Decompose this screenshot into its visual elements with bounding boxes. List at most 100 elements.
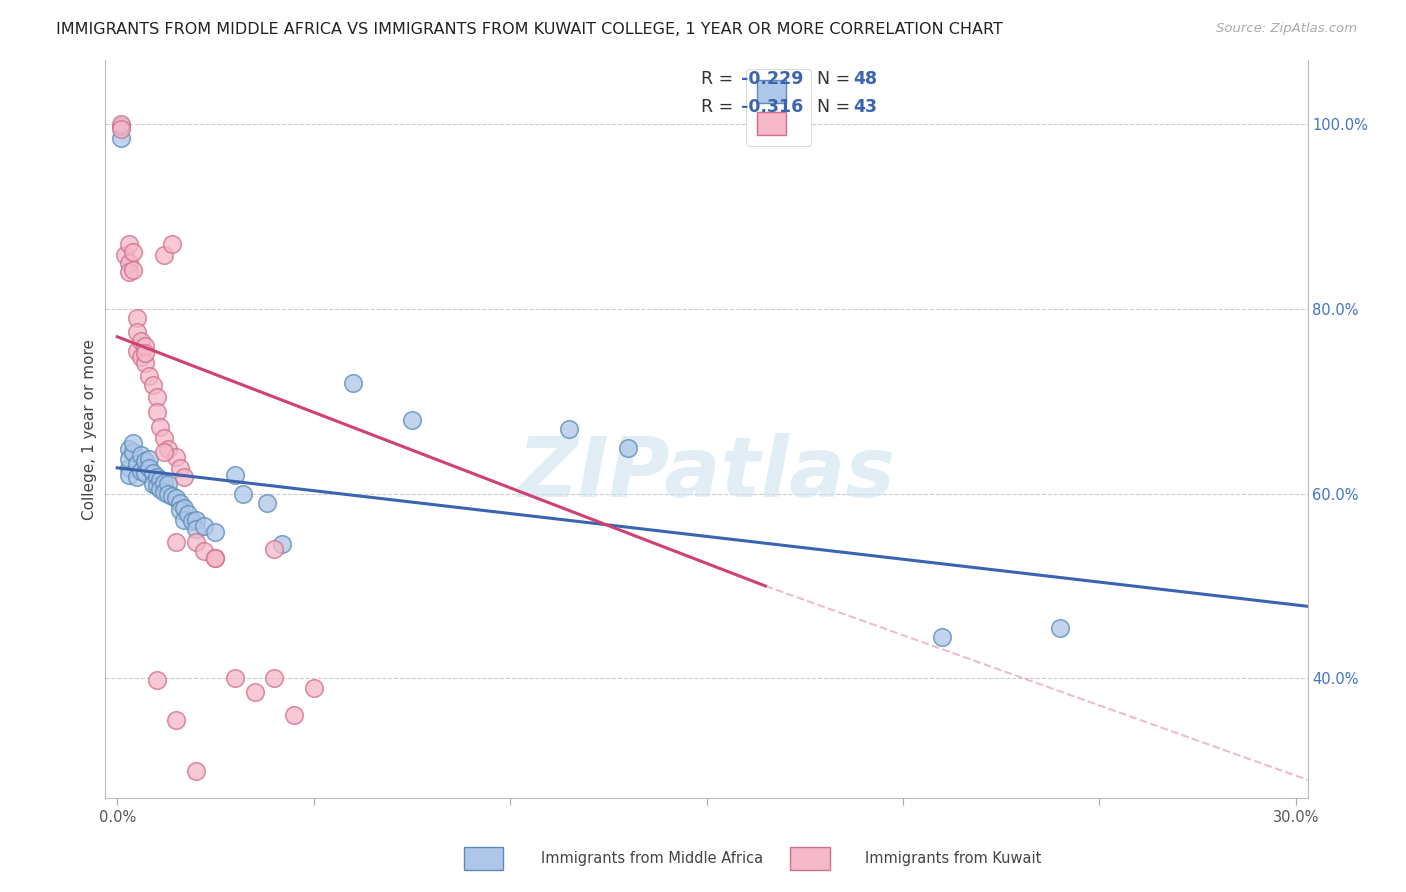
Point bbox=[145, 470, 167, 484]
Point bbox=[1049, 621, 1071, 635]
Point bbox=[256, 496, 278, 510]
Point bbox=[162, 489, 183, 503]
Point bbox=[169, 496, 191, 510]
Point bbox=[118, 468, 141, 483]
Point bbox=[149, 482, 172, 496]
Point bbox=[153, 248, 176, 262]
Point bbox=[125, 325, 148, 339]
Point bbox=[263, 542, 285, 557]
Point bbox=[134, 355, 156, 369]
Point bbox=[134, 346, 156, 360]
Point bbox=[184, 534, 207, 549]
Point bbox=[122, 445, 145, 459]
Point bbox=[165, 491, 187, 506]
Point bbox=[122, 263, 145, 277]
Text: N =: N = bbox=[817, 70, 855, 88]
Point bbox=[129, 464, 152, 478]
Point bbox=[134, 339, 156, 353]
Point bbox=[118, 451, 141, 466]
Point bbox=[243, 685, 266, 699]
Point bbox=[142, 377, 165, 392]
Point bbox=[173, 470, 195, 484]
Text: IMMIGRANTS FROM MIDDLE AFRICA VS IMMIGRANTS FROM KUWAIT COLLEGE, 1 YEAR OR MORE : IMMIGRANTS FROM MIDDLE AFRICA VS IMMIGRA… bbox=[56, 22, 1002, 37]
Point bbox=[145, 479, 167, 493]
Point bbox=[125, 311, 148, 326]
Point bbox=[134, 454, 156, 468]
Point bbox=[180, 514, 202, 528]
Point bbox=[145, 405, 167, 419]
Point bbox=[283, 708, 305, 723]
Point bbox=[153, 431, 176, 445]
Point bbox=[118, 265, 141, 279]
Point bbox=[184, 512, 207, 526]
Text: R =: R = bbox=[702, 98, 740, 116]
Text: Immigrants from Kuwait: Immigrants from Kuwait bbox=[865, 851, 1040, 865]
Point bbox=[232, 486, 254, 500]
Point bbox=[169, 503, 191, 517]
Text: -0.316: -0.316 bbox=[741, 98, 803, 116]
Point bbox=[271, 537, 294, 551]
Point bbox=[263, 671, 285, 685]
Point bbox=[118, 256, 141, 270]
Point bbox=[204, 551, 226, 566]
Point bbox=[125, 457, 148, 471]
Point bbox=[204, 525, 226, 540]
Point bbox=[134, 467, 156, 481]
Point bbox=[342, 376, 364, 390]
Point bbox=[558, 422, 581, 436]
Point bbox=[129, 334, 152, 349]
Point bbox=[125, 470, 148, 484]
Point bbox=[157, 477, 180, 491]
Point bbox=[153, 484, 176, 499]
Point bbox=[118, 460, 141, 475]
Point bbox=[138, 368, 160, 383]
Text: N =: N = bbox=[817, 98, 855, 116]
Point bbox=[193, 544, 215, 558]
Point bbox=[145, 390, 167, 404]
Text: -0.229: -0.229 bbox=[741, 70, 803, 88]
Point bbox=[173, 500, 195, 515]
Legend: , : , bbox=[747, 69, 811, 146]
Text: 48: 48 bbox=[853, 70, 877, 88]
Point bbox=[617, 441, 640, 455]
Point bbox=[165, 713, 187, 727]
Point bbox=[204, 551, 226, 566]
Point bbox=[125, 343, 148, 358]
Point bbox=[157, 486, 180, 500]
Point bbox=[177, 507, 200, 521]
Point bbox=[169, 460, 191, 475]
Point bbox=[173, 512, 195, 526]
Text: Source: ZipAtlas.com: Source: ZipAtlas.com bbox=[1216, 22, 1357, 36]
Text: R =: R = bbox=[702, 70, 740, 88]
Text: 43: 43 bbox=[853, 98, 877, 116]
Point bbox=[149, 420, 172, 434]
Point bbox=[931, 630, 953, 644]
Point bbox=[129, 350, 152, 364]
Point bbox=[110, 131, 132, 145]
Point bbox=[114, 248, 136, 262]
Point bbox=[122, 244, 145, 259]
Text: Immigrants from Middle Africa: Immigrants from Middle Africa bbox=[541, 851, 763, 865]
Point bbox=[153, 475, 176, 490]
Point bbox=[224, 671, 246, 685]
Point bbox=[149, 473, 172, 487]
Point bbox=[224, 876, 246, 890]
Point bbox=[110, 117, 132, 131]
Point bbox=[184, 764, 207, 778]
Point bbox=[145, 673, 167, 688]
Text: ZIPatlas: ZIPatlas bbox=[517, 433, 896, 514]
Point bbox=[118, 237, 141, 252]
Point bbox=[118, 442, 141, 457]
Point bbox=[224, 468, 246, 483]
Point bbox=[165, 534, 187, 549]
Point bbox=[142, 477, 165, 491]
Point bbox=[184, 522, 207, 536]
Point bbox=[142, 467, 165, 481]
Point bbox=[157, 442, 180, 457]
Point bbox=[302, 681, 325, 695]
Point bbox=[193, 519, 215, 533]
Point bbox=[129, 448, 152, 462]
Point bbox=[401, 413, 423, 427]
Y-axis label: College, 1 year or more: College, 1 year or more bbox=[82, 339, 97, 519]
Point bbox=[110, 120, 132, 134]
